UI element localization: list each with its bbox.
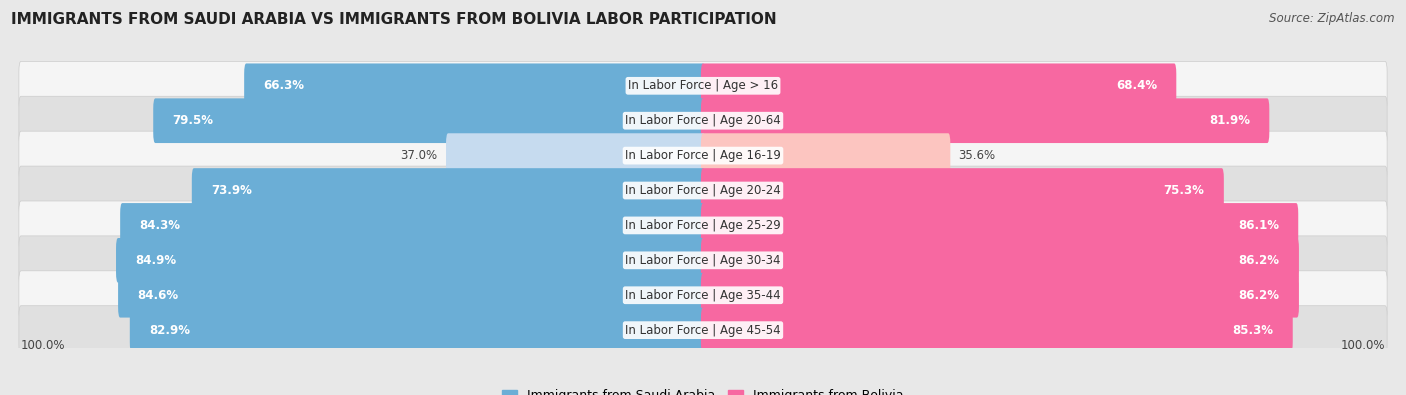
Text: 86.2%: 86.2% xyxy=(1239,289,1279,302)
Text: In Labor Force | Age > 16: In Labor Force | Age > 16 xyxy=(628,79,778,92)
FancyBboxPatch shape xyxy=(702,64,1177,108)
Text: 68.4%: 68.4% xyxy=(1116,79,1157,92)
FancyBboxPatch shape xyxy=(702,238,1299,283)
Text: 82.9%: 82.9% xyxy=(149,324,190,337)
FancyBboxPatch shape xyxy=(18,131,1388,180)
FancyBboxPatch shape xyxy=(702,168,1223,213)
Text: 79.5%: 79.5% xyxy=(173,114,214,127)
Text: In Labor Force | Age 35-44: In Labor Force | Age 35-44 xyxy=(626,289,780,302)
FancyBboxPatch shape xyxy=(18,166,1388,215)
Text: In Labor Force | Age 45-54: In Labor Force | Age 45-54 xyxy=(626,324,780,337)
Text: In Labor Force | Age 25-29: In Labor Force | Age 25-29 xyxy=(626,219,780,232)
Text: Source: ZipAtlas.com: Source: ZipAtlas.com xyxy=(1270,12,1395,25)
FancyBboxPatch shape xyxy=(18,201,1388,250)
FancyBboxPatch shape xyxy=(191,168,704,213)
Text: 100.0%: 100.0% xyxy=(1340,339,1385,352)
Text: IMMIGRANTS FROM SAUDI ARABIA VS IMMIGRANTS FROM BOLIVIA LABOR PARTICIPATION: IMMIGRANTS FROM SAUDI ARABIA VS IMMIGRAN… xyxy=(11,12,778,27)
Text: In Labor Force | Age 20-64: In Labor Force | Age 20-64 xyxy=(626,114,780,127)
FancyBboxPatch shape xyxy=(702,98,1270,143)
FancyBboxPatch shape xyxy=(702,203,1298,248)
Text: 73.9%: 73.9% xyxy=(211,184,252,197)
Text: 75.3%: 75.3% xyxy=(1164,184,1205,197)
FancyBboxPatch shape xyxy=(702,308,1292,352)
Text: 84.6%: 84.6% xyxy=(138,289,179,302)
Text: 86.2%: 86.2% xyxy=(1239,254,1279,267)
Text: In Labor Force | Age 16-19: In Labor Force | Age 16-19 xyxy=(626,149,780,162)
FancyBboxPatch shape xyxy=(117,238,704,283)
Text: 100.0%: 100.0% xyxy=(21,339,66,352)
FancyBboxPatch shape xyxy=(18,271,1388,320)
Text: In Labor Force | Age 30-34: In Labor Force | Age 30-34 xyxy=(626,254,780,267)
Legend: Immigrants from Saudi Arabia, Immigrants from Bolivia: Immigrants from Saudi Arabia, Immigrants… xyxy=(498,384,908,395)
Text: 81.9%: 81.9% xyxy=(1209,114,1250,127)
Text: 86.1%: 86.1% xyxy=(1237,219,1279,232)
Text: 84.3%: 84.3% xyxy=(139,219,180,232)
Text: 85.3%: 85.3% xyxy=(1233,324,1274,337)
FancyBboxPatch shape xyxy=(120,203,704,248)
Text: 35.6%: 35.6% xyxy=(959,149,995,162)
FancyBboxPatch shape xyxy=(153,98,704,143)
FancyBboxPatch shape xyxy=(118,273,704,318)
FancyBboxPatch shape xyxy=(18,61,1388,110)
FancyBboxPatch shape xyxy=(245,64,704,108)
FancyBboxPatch shape xyxy=(129,308,704,352)
Text: 37.0%: 37.0% xyxy=(401,149,437,162)
FancyBboxPatch shape xyxy=(18,96,1388,145)
FancyBboxPatch shape xyxy=(702,273,1299,318)
FancyBboxPatch shape xyxy=(18,236,1388,285)
Text: In Labor Force | Age 20-24: In Labor Force | Age 20-24 xyxy=(626,184,780,197)
Text: 66.3%: 66.3% xyxy=(263,79,305,92)
FancyBboxPatch shape xyxy=(18,306,1388,355)
FancyBboxPatch shape xyxy=(702,133,950,178)
Text: 84.9%: 84.9% xyxy=(135,254,176,267)
FancyBboxPatch shape xyxy=(446,133,704,178)
